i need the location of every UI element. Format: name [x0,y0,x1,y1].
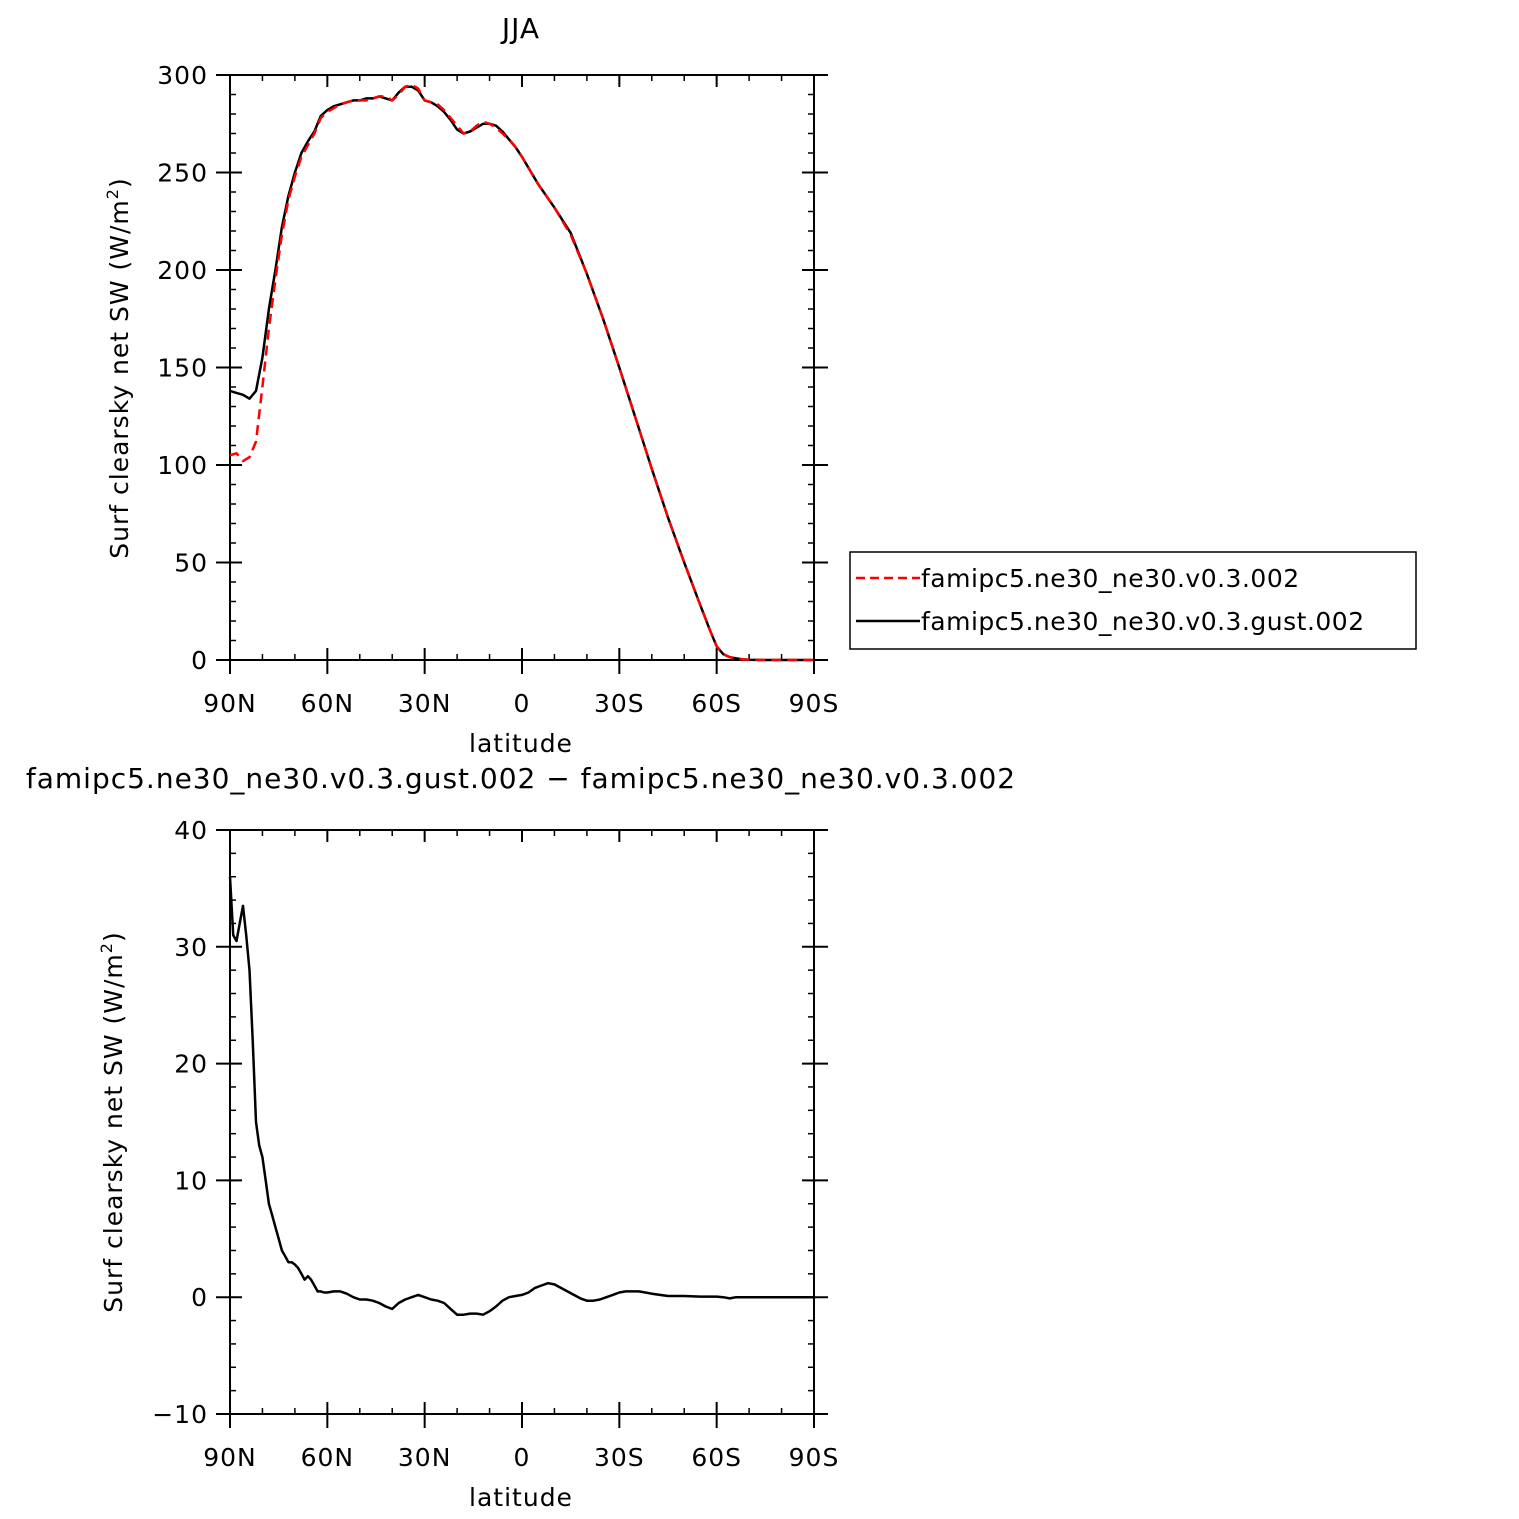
legend-box [849,551,1417,650]
y-tick-label-5: 250 [157,159,208,188]
x-tick-labels: 90N 60N 30N 0 30S 60S 90S [203,1443,840,1472]
x-tick-label-2: 30N [398,1443,452,1472]
y-tick-label-0: −10 [152,1400,208,1429]
series-line-0 [229,83,814,662]
y-axis-label-sup: 2 [103,188,122,199]
series-line-1 [229,85,814,662]
x-axis-label: latitude [469,1483,573,1512]
series-line-0 [228,876,814,1316]
x-tick-label-1: 60N [301,689,355,718]
y-tick-label-4: 200 [157,256,208,285]
plot-frame [229,74,815,661]
y-tick-labels: −10 0 10 20 30 40 [152,816,208,1429]
x-tick-label-2: 30N [398,689,452,718]
y-tick-label-1: 0 [191,1283,208,1312]
plot-frame [229,829,815,1415]
y-tick-label-6: 300 [157,61,208,90]
legend-label-0: famipc5.ne30_ne30.v0.3.002 [921,564,1300,593]
y-tick-label-1: 50 [174,549,208,578]
legend-label-1: famipc5.ne30_ne30.v0.3.gust.002 [921,607,1365,636]
y-tick-label-2: 100 [157,451,208,480]
x-tick-label-0: 90N [203,1443,257,1472]
x-tick-label-0: 90N [203,689,257,718]
x-tick-label-1: 60N [301,1443,355,1472]
y-axis-label-sup: 2 [97,942,116,953]
y-tick-label-0: 0 [191,646,208,675]
chart-title: famipc5.ne30_ne30.v0.3.gust.002 − famipc… [26,762,1016,795]
y-tick-label-5: 40 [174,816,208,845]
y-tick-label-2: 10 [174,1166,208,1195]
y-axis-label-text: Surf clearsky net SW (W/m [105,199,134,559]
x-tick-label-6: 90S [789,1443,840,1472]
y-tick-label-3: 20 [174,1050,208,1079]
x-tick-label-4: 30S [594,1443,645,1472]
x-tick-label-4: 30S [594,689,645,718]
axis-ticks [216,829,828,1428]
x-tick-label-5: 60S [691,689,742,718]
chart-title: JJA [500,12,540,45]
bottom-chart-panel: famipc5.ne30_ne30.v0.3.gust.002 − famipc… [26,762,1016,1512]
y-axis-label-close: ) [99,931,128,942]
y-axis-label-text: Surf clearsky net SW (W/m [99,953,128,1313]
y-tick-labels: 0 50 100 150 200 250 300 [157,61,208,675]
y-axis-label: Surf clearsky net SW (W/m2) [97,931,128,1312]
x-tick-label-6: 90S [789,689,840,718]
series-lines [228,876,814,1316]
axis-ticks [216,74,828,674]
y-axis-label-close: ) [105,177,134,188]
x-tick-label-5: 60S [691,1443,742,1472]
x-tick-label-3: 0 [514,689,531,718]
top-chart-panel: JJA 90N 60N 30N 0 30S 60S 90S 0 50 100 150 200 250 3… [103,12,1417,758]
y-tick-label-3: 150 [157,354,208,383]
x-axis-label: latitude [469,729,573,758]
x-tick-labels: 90N 60N 30N 0 30S 60S 90S [203,689,840,718]
legend: famipc5.ne30_ne30.v0.3.002 famipc5.ne30_… [849,551,1417,650]
y-tick-label-4: 30 [174,933,208,962]
y-axis-label: Surf clearsky net SW (W/m2) [103,177,134,558]
x-tick-label-3: 0 [514,1443,531,1472]
series-lines [229,83,814,662]
